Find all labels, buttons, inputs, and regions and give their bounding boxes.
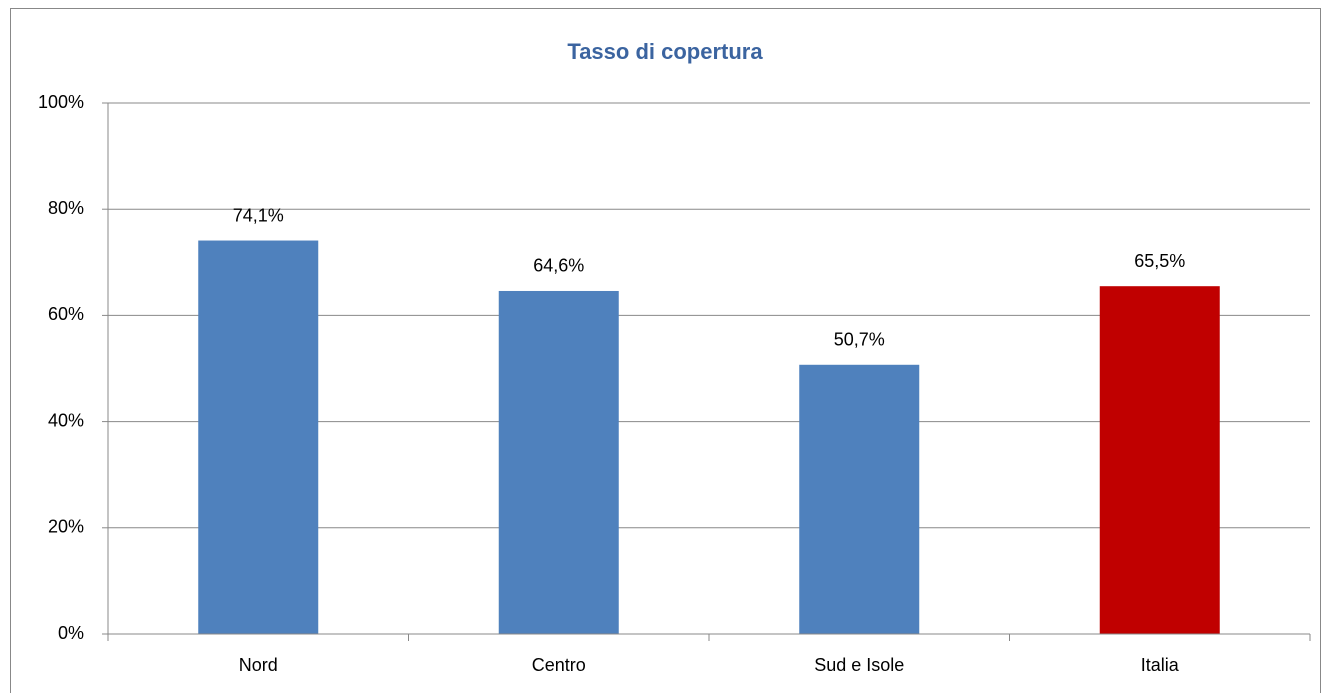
value-label: 50,7% xyxy=(834,330,885,350)
x-tick-label: Italia xyxy=(1141,655,1180,675)
value-label: 74,1% xyxy=(233,205,284,225)
x-tick-label: Centro xyxy=(532,655,586,675)
value-label: 64,6% xyxy=(533,256,584,276)
chart-title: Tasso di copertura xyxy=(567,39,763,64)
y-tick-label: 0% xyxy=(58,623,84,643)
x-tick-label: Nord xyxy=(239,655,278,675)
y-tick-label: 20% xyxy=(48,517,84,537)
y-tick-label: 100% xyxy=(38,92,84,112)
value-label: 65,5% xyxy=(1134,251,1185,271)
bar xyxy=(498,290,619,634)
y-tick-label: 60% xyxy=(48,304,84,324)
bar xyxy=(198,240,319,635)
bar xyxy=(1099,286,1220,634)
y-tick-label: 80% xyxy=(48,198,84,218)
y-tick-label: 40% xyxy=(48,410,84,430)
bar xyxy=(799,364,920,634)
x-tick-label: Sud e Isole xyxy=(814,655,904,675)
chart-frame xyxy=(10,8,1321,693)
